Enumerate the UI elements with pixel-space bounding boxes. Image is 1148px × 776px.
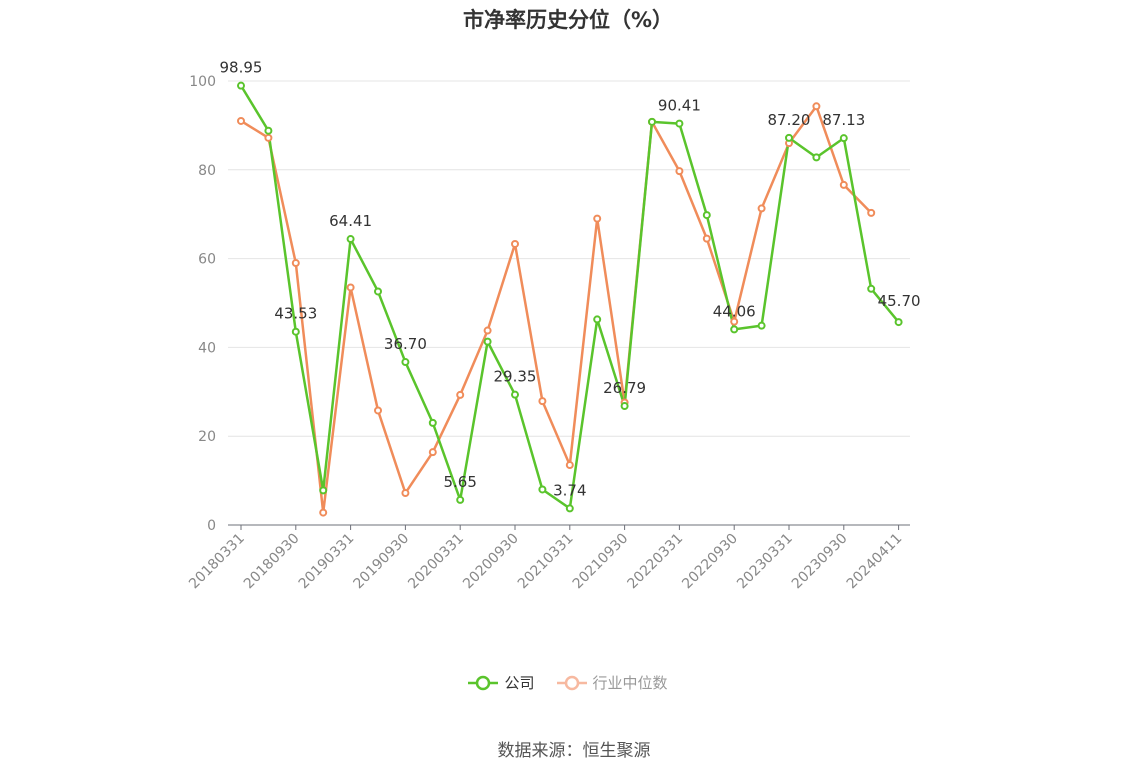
data-point[interactable]	[346, 283, 355, 292]
legend-item-industry[interactable]: 行业中位数	[556, 672, 668, 693]
x-tick-label: 20200930	[460, 531, 522, 593]
data-point[interactable]	[456, 390, 465, 399]
data-point[interactable]	[702, 234, 711, 243]
data-point[interactable]	[702, 211, 711, 220]
y-tick-label: 80	[198, 163, 216, 179]
data-label: 3.74	[553, 481, 586, 499]
data-point[interactable]	[730, 325, 739, 334]
x-tick-label: 20240411	[844, 531, 906, 593]
data-points	[237, 81, 903, 517]
y-tick-label: 40	[198, 340, 216, 356]
x-tick-label: 20180930	[241, 531, 303, 593]
data-point[interactable]	[264, 133, 273, 142]
data-point[interactable]	[565, 504, 574, 513]
x-tick-label: 20230331	[734, 531, 796, 593]
data-point[interactable]	[675, 167, 684, 176]
data-point[interactable]	[867, 284, 876, 293]
x-tick-label: 20180331	[186, 531, 248, 593]
data-point[interactable]	[264, 126, 273, 135]
data-point[interactable]	[511, 390, 519, 399]
data-point[interactable]	[483, 326, 492, 335]
x-tick-label: 20200331	[405, 531, 467, 593]
grid-lines	[228, 80, 910, 437]
data-label: 98.95	[220, 59, 263, 77]
data-point[interactable]	[565, 461, 574, 470]
data-point[interactable]	[483, 337, 492, 346]
data-point[interactable]	[894, 318, 903, 327]
data-label: 43.53	[274, 305, 317, 323]
data-label: 87.20	[768, 111, 811, 129]
data-point[interactable]	[291, 327, 300, 336]
x-tick-label: 20190930	[351, 531, 413, 593]
legend-label-company: 公司	[504, 674, 535, 692]
data-labels: 98.95 43.53 64.41 36.70 5.65 29.35 3.74 26.79 90…	[220, 59, 921, 500]
data-point[interactable]	[237, 116, 245, 125]
data-point[interactable]	[319, 508, 328, 517]
data-source: 数据来源：恒生聚源	[497, 741, 651, 761]
y-tick-label: 60	[198, 252, 216, 268]
series-line	[240, 105, 873, 514]
data-point[interactable]	[839, 134, 848, 143]
data-point[interactable]	[757, 321, 766, 330]
data-point[interactable]	[374, 287, 382, 296]
legend: 公司 行业中位数	[0, 672, 1136, 693]
series-line	[239, 85, 900, 510]
data-label: 44.06	[713, 302, 756, 320]
data-point[interactable]	[785, 133, 793, 142]
x-tick-label: 20210930	[570, 531, 632, 593]
y-tick-label: 100	[189, 74, 216, 90]
data-point[interactable]	[428, 418, 437, 427]
data-point[interactable]	[237, 81, 245, 90]
data-point[interactable]	[538, 485, 547, 494]
x-tick-label: 20220331	[625, 531, 687, 593]
x-tick-label: 20230930	[789, 531, 851, 593]
data-point[interactable]	[401, 489, 410, 498]
chart-title: 市净率历史分位（%）	[462, 8, 674, 32]
data-label: 5.65	[443, 473, 476, 491]
line-chart: 0 20 40 60 80 100 201803312018093020190331201…	[186, 59, 921, 593]
data-point[interactable]	[593, 214, 602, 223]
data-point[interactable]	[839, 180, 848, 189]
data-point[interactable]	[867, 208, 876, 217]
x-tick-label: 20220930	[679, 531, 741, 593]
series-lines	[239, 85, 900, 514]
data-point[interactable]	[730, 317, 739, 326]
data-label: 87.13	[822, 111, 865, 129]
data-point[interactable]	[812, 153, 821, 162]
data-point[interactable]	[538, 397, 547, 406]
data-point[interactable]	[291, 259, 300, 268]
data-point[interactable]	[675, 119, 684, 128]
y-tick-label: 20	[198, 429, 216, 445]
x-tick-label: 20210331	[515, 531, 577, 593]
data-point[interactable]	[428, 448, 437, 457]
data-label: 45.70	[878, 292, 921, 310]
data-point[interactable]	[620, 402, 629, 411]
data-point[interactable]	[319, 486, 328, 495]
data-point[interactable]	[812, 102, 821, 111]
data-point[interactable]	[757, 204, 766, 213]
data-point[interactable]	[456, 495, 465, 504]
data-point[interactable]	[593, 315, 602, 324]
y-tick-label: 0	[207, 518, 216, 534]
data-label: 26.79	[603, 379, 646, 397]
data-point[interactable]	[346, 235, 355, 244]
industry-legend-icon	[556, 675, 587, 690]
data-point[interactable]	[648, 117, 656, 126]
data-point[interactable]	[374, 406, 382, 415]
data-label: 29.35	[494, 368, 537, 386]
data-label: 90.41	[658, 97, 701, 115]
data-label: 36.70	[384, 335, 427, 353]
data-point[interactable]	[511, 239, 519, 248]
legend-item-company[interactable]: 公司	[468, 672, 535, 693]
company-legend-icon	[468, 675, 499, 690]
x-axis: 2018033120180930201903312019093020200331…	[186, 524, 910, 593]
legend-label-industry: 行业中位数	[592, 674, 668, 692]
data-label: 64.41	[329, 212, 372, 230]
data-point[interactable]	[401, 358, 410, 367]
y-axis-ticks: 0 20 40 60 80 100	[189, 74, 216, 534]
x-tick-label: 20190331	[296, 531, 358, 593]
